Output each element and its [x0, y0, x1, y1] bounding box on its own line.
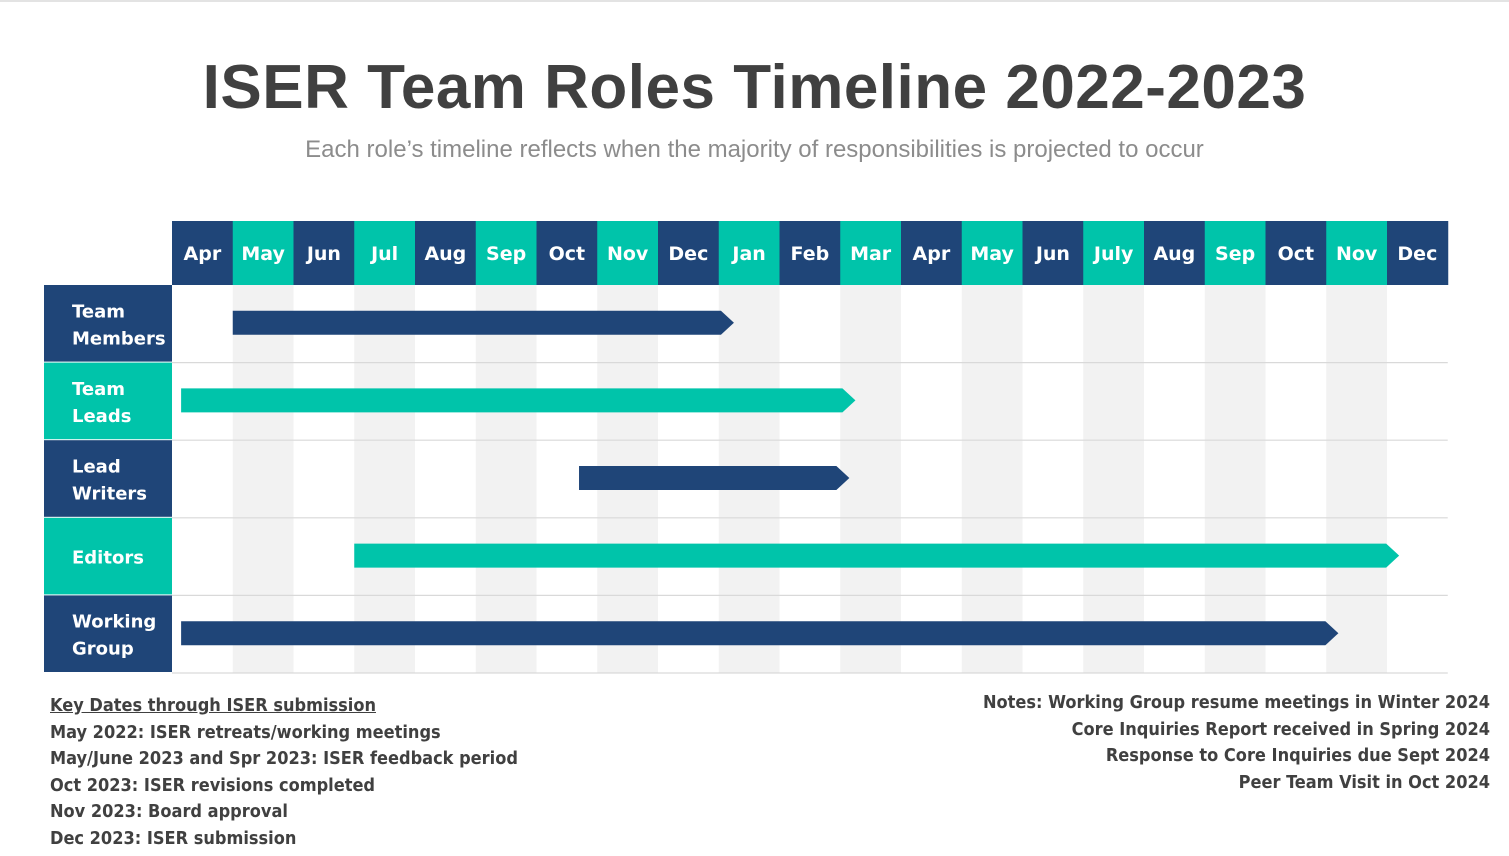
month-header-cell: [354, 221, 416, 285]
month-header-cell: [1265, 221, 1327, 285]
timeline-bar: [232, 310, 734, 335]
role-label: Lead Writers: [72, 457, 147, 505]
role-label-cell: [44, 595, 172, 672]
month-header-cell: [658, 221, 720, 285]
month-label: Sep: [1215, 243, 1255, 265]
column-stripe: [232, 285, 294, 673]
key-date-item: Dec 2023: ISER submission: [50, 827, 297, 849]
top-border: [0, 0, 1509, 2]
column-stripe: [1204, 285, 1266, 673]
month-header-cell: [1387, 221, 1449, 285]
month-header-cell: [232, 221, 294, 285]
month-label: July: [1092, 243, 1134, 265]
month-header-cell: [415, 221, 477, 285]
role-label-cell: [44, 517, 172, 595]
month-label: Feb: [791, 243, 830, 265]
notes-panel: Notes: Working Group resume meetings in …: [983, 690, 1490, 796]
note-item: Core Inquiries Report received in Spring…: [1071, 718, 1490, 740]
month-header-cell: [536, 221, 598, 285]
timeline-bar: [579, 466, 850, 490]
month-label: Apr: [913, 243, 951, 265]
key-dates-heading: Key Dates through ISER submission: [50, 695, 376, 716]
month-label: May: [970, 243, 1014, 265]
column-stripe: [1326, 285, 1387, 673]
timeline-bar: [181, 621, 1339, 646]
page-subtitle: Each role’s timeline reflects when the m…: [305, 136, 1204, 163]
month-header-cell: [1083, 221, 1145, 285]
timeline-bar: [181, 388, 856, 413]
month-header-cell: [1204, 221, 1266, 285]
month-header-cell: [293, 221, 355, 285]
month-label: Aug: [424, 243, 466, 265]
month-label: Jun: [1034, 243, 1070, 265]
key-date-item: May 2022: ISER retreats/working meetings: [50, 721, 441, 743]
month-label: May: [241, 243, 285, 265]
month-header-cell: [718, 221, 780, 285]
column-stripe: [840, 285, 901, 673]
month-label: Nov: [1336, 243, 1378, 265]
key-date-item: Oct 2023: ISER revisions completed: [50, 774, 376, 796]
key-dates-panel: Key Dates through ISER submission May 20…: [50, 693, 518, 853]
month-header-cell: [172, 221, 234, 285]
role-label: Team Leads: [72, 379, 131, 427]
month-label: Jan: [730, 243, 765, 265]
month-header-cell: [961, 221, 1023, 285]
role-label: Team Members: [72, 301, 166, 349]
month-header-cell: [840, 221, 902, 285]
month-header-cell: [779, 221, 841, 285]
page-title: ISER Team Roles Timeline 2022-2023: [202, 53, 1307, 122]
month-label: Dec: [668, 243, 708, 265]
month-header-cell: [901, 221, 963, 285]
column-stripe: [1083, 285, 1144, 673]
column-stripe: [475, 285, 537, 673]
month-header-cell: [1326, 221, 1388, 285]
month-header-cell: [1144, 221, 1206, 285]
note-item: Response to Core Inquiries due Sept 2024: [1105, 745, 1490, 767]
column-stripe: [961, 285, 1023, 673]
month-header-cell: [1022, 221, 1084, 285]
role-label-cell: [44, 440, 172, 517]
note-item: Notes: Working Group resume meetings in …: [983, 692, 1490, 713]
month-label: Aug: [1153, 243, 1195, 265]
role-label-cell: [44, 285, 172, 362]
role-label-cell: [44, 362, 172, 440]
key-date-item: May/June 2023 and Spr 2023: ISER feedbac…: [50, 748, 518, 770]
month-label: Oct: [1278, 243, 1315, 265]
timeline-bar: [354, 543, 1400, 568]
month-label: Dec: [1397, 243, 1437, 265]
month-label: Sep: [486, 243, 526, 265]
role-label: Editors: [72, 548, 144, 569]
month-label: Jul: [369, 243, 398, 265]
month-label: Apr: [184, 243, 222, 265]
key-date-item: Nov 2023: Board approval: [50, 801, 288, 823]
role-label: Working Group: [72, 612, 156, 660]
month-header-cell: [597, 221, 659, 285]
month-label: Jun: [305, 243, 341, 265]
month-label: Oct: [549, 243, 586, 265]
note-item: Peer Team Visit in Oct 2024: [1238, 771, 1490, 793]
month-label: Mar: [850, 243, 892, 265]
month-label: Nov: [607, 243, 649, 265]
column-stripe: [354, 285, 415, 673]
month-header-cell: [475, 221, 537, 285]
